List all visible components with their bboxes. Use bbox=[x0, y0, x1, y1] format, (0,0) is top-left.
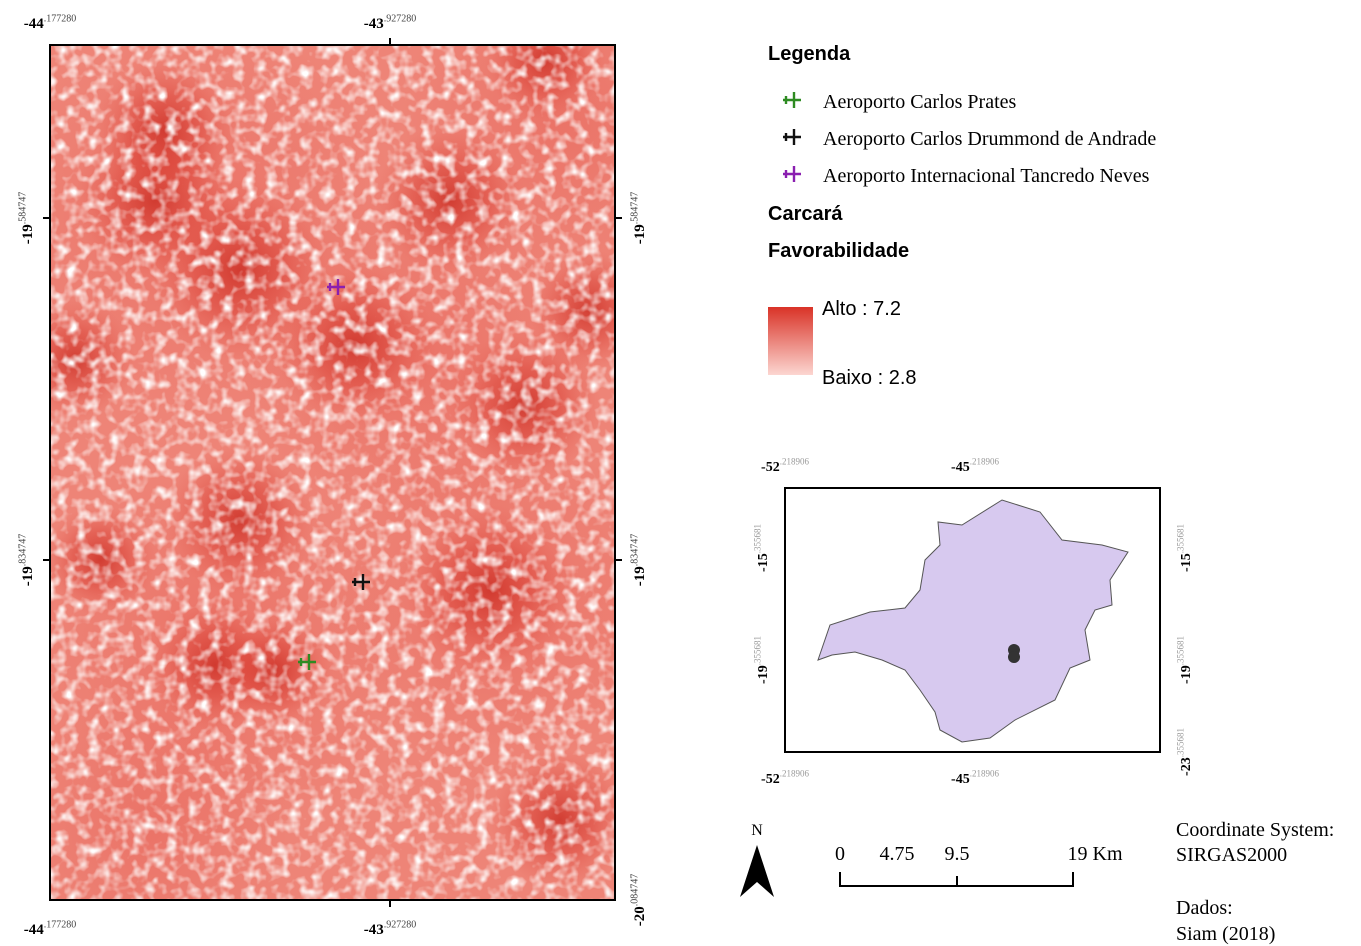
coordinate-decimals: .355681 bbox=[1176, 728, 1186, 757]
coordinate-label: -19.584747 bbox=[17, 192, 36, 245]
coordinate-degrees: -44 bbox=[24, 16, 44, 32]
coordinate-label: -44.177280 bbox=[24, 919, 77, 938]
coordinate-label: -43.927280 bbox=[364, 919, 417, 938]
legend-ramp bbox=[768, 307, 813, 375]
coordinate-degrees: -52 bbox=[761, 772, 780, 787]
coordinate-decimals: .584747 bbox=[17, 192, 28, 225]
coordinate-degrees: -45 bbox=[951, 460, 970, 475]
legend-field: Favorabilidade bbox=[768, 240, 909, 262]
favorability-raster bbox=[0, 0, 720, 946]
airplane-icon bbox=[783, 129, 801, 145]
coordinate-decimals: .355681 bbox=[753, 524, 763, 553]
scale-label: 4.75 bbox=[880, 843, 915, 865]
coordinate-label: -52.218906 bbox=[761, 769, 809, 787]
coordinate-degrees: -45 bbox=[951, 772, 970, 787]
scale-label: 9.5 bbox=[945, 843, 970, 865]
coordinate-label: -19.834747 bbox=[629, 534, 648, 587]
coordinate-label: -43.927280 bbox=[364, 13, 417, 32]
scale-label: 19 Km bbox=[1068, 843, 1123, 865]
scale-labels: 0 4.75 9.5 19 Km bbox=[835, 843, 1123, 865]
coordinate-decimals: .218906 bbox=[970, 769, 1000, 779]
coordinate-label: -19.834747 bbox=[17, 534, 36, 587]
coordinate-degrees: -23 bbox=[1179, 757, 1194, 776]
page: Legenda Aeroporto Carlos PratesAeroporto… bbox=[0, 0, 1361, 946]
coord-system-value: SIRGAS2000 bbox=[1176, 844, 1287, 866]
coordinate-label: -45.218906 bbox=[951, 769, 999, 787]
coordinate-decimals: .834747 bbox=[629, 534, 640, 567]
north-label: N bbox=[751, 822, 763, 839]
source-label: Dados: bbox=[1176, 897, 1233, 919]
source-value: Siam (2018) bbox=[1176, 923, 1275, 945]
coordinate-decimals: .218906 bbox=[780, 769, 810, 779]
coordinate-degrees: -15 bbox=[756, 553, 771, 572]
coordinate-decimals: .927280 bbox=[384, 13, 417, 24]
coordinate-label: -20.084747 bbox=[629, 874, 648, 927]
coordinate-label: -44.177280 bbox=[24, 13, 77, 32]
coordinate-degrees: -19 bbox=[20, 224, 36, 244]
legend-item-label: Aeroporto Carlos Drummond de Andrade bbox=[823, 128, 1156, 150]
coordinate-decimals: .927280 bbox=[384, 919, 417, 930]
coordinate-degrees: -52 bbox=[761, 460, 780, 475]
coordinate-degrees: -15 bbox=[1179, 553, 1194, 572]
coordinate-degrees: -19 bbox=[20, 566, 36, 586]
location-dot bbox=[1008, 651, 1020, 663]
scale-label: 0 bbox=[835, 843, 845, 865]
airplane-icon bbox=[783, 166, 801, 182]
coordinate-decimals: .355681 bbox=[1176, 636, 1186, 665]
coordinate-label: -19.584747 bbox=[629, 192, 648, 245]
coordinate-degrees: -43 bbox=[364, 922, 384, 938]
coordinate-label: -15.355681 bbox=[753, 524, 771, 572]
coordinate-decimals: .584747 bbox=[629, 192, 640, 225]
coordinate-degrees: -19 bbox=[756, 665, 771, 684]
coordinate-degrees: -43 bbox=[364, 16, 384, 32]
coordinate-decimals: .177280 bbox=[44, 13, 77, 24]
scale-bar bbox=[840, 872, 1073, 886]
coordinate-decimals: .084747 bbox=[629, 874, 640, 907]
coordinate-label: -23.355681 bbox=[1176, 728, 1194, 776]
coordinate-label: -52.218906 bbox=[761, 457, 809, 475]
coordinate-label: -19.355681 bbox=[753, 636, 771, 684]
coordinate-degrees: -20 bbox=[632, 906, 648, 926]
airplane-icon bbox=[783, 92, 801, 108]
legend-high: Alto : 7.2 bbox=[822, 298, 901, 320]
coordinate-decimals: .834747 bbox=[17, 534, 28, 567]
coordinate-degrees: -44 bbox=[24, 922, 44, 938]
coord-system-label: Coordinate System: bbox=[1176, 819, 1334, 841]
coordinate-decimals: .218906 bbox=[970, 457, 1000, 467]
coordinate-degrees: -19 bbox=[632, 566, 648, 586]
legend-item-label: Aeroporto Internacional Tancredo Neves bbox=[823, 165, 1150, 187]
legend-item-label: Aeroporto Carlos Prates bbox=[823, 91, 1017, 113]
coordinate-degrees: -19 bbox=[632, 224, 648, 244]
coordinate-decimals: .218906 bbox=[780, 457, 810, 467]
legend-items: Aeroporto Carlos Prates Aeroporto Carlos … bbox=[783, 91, 1156, 187]
coordinate-decimals: .177280 bbox=[44, 919, 77, 930]
coordinate-degrees: -19 bbox=[1179, 665, 1194, 684]
legend-title: Legenda bbox=[768, 43, 851, 65]
coordinate-label: -45.218906 bbox=[951, 457, 999, 475]
coordinate-label: -19.355681 bbox=[1176, 636, 1194, 684]
legend-low: Baixo : 2.8 bbox=[822, 367, 917, 389]
coordinate-label: -15.355681 bbox=[1176, 524, 1194, 572]
north-arrow bbox=[740, 845, 774, 897]
legend-layer: Carcará bbox=[768, 203, 843, 225]
coordinate-decimals: .355681 bbox=[753, 636, 763, 665]
coordinate-decimals: .355681 bbox=[1176, 524, 1186, 553]
